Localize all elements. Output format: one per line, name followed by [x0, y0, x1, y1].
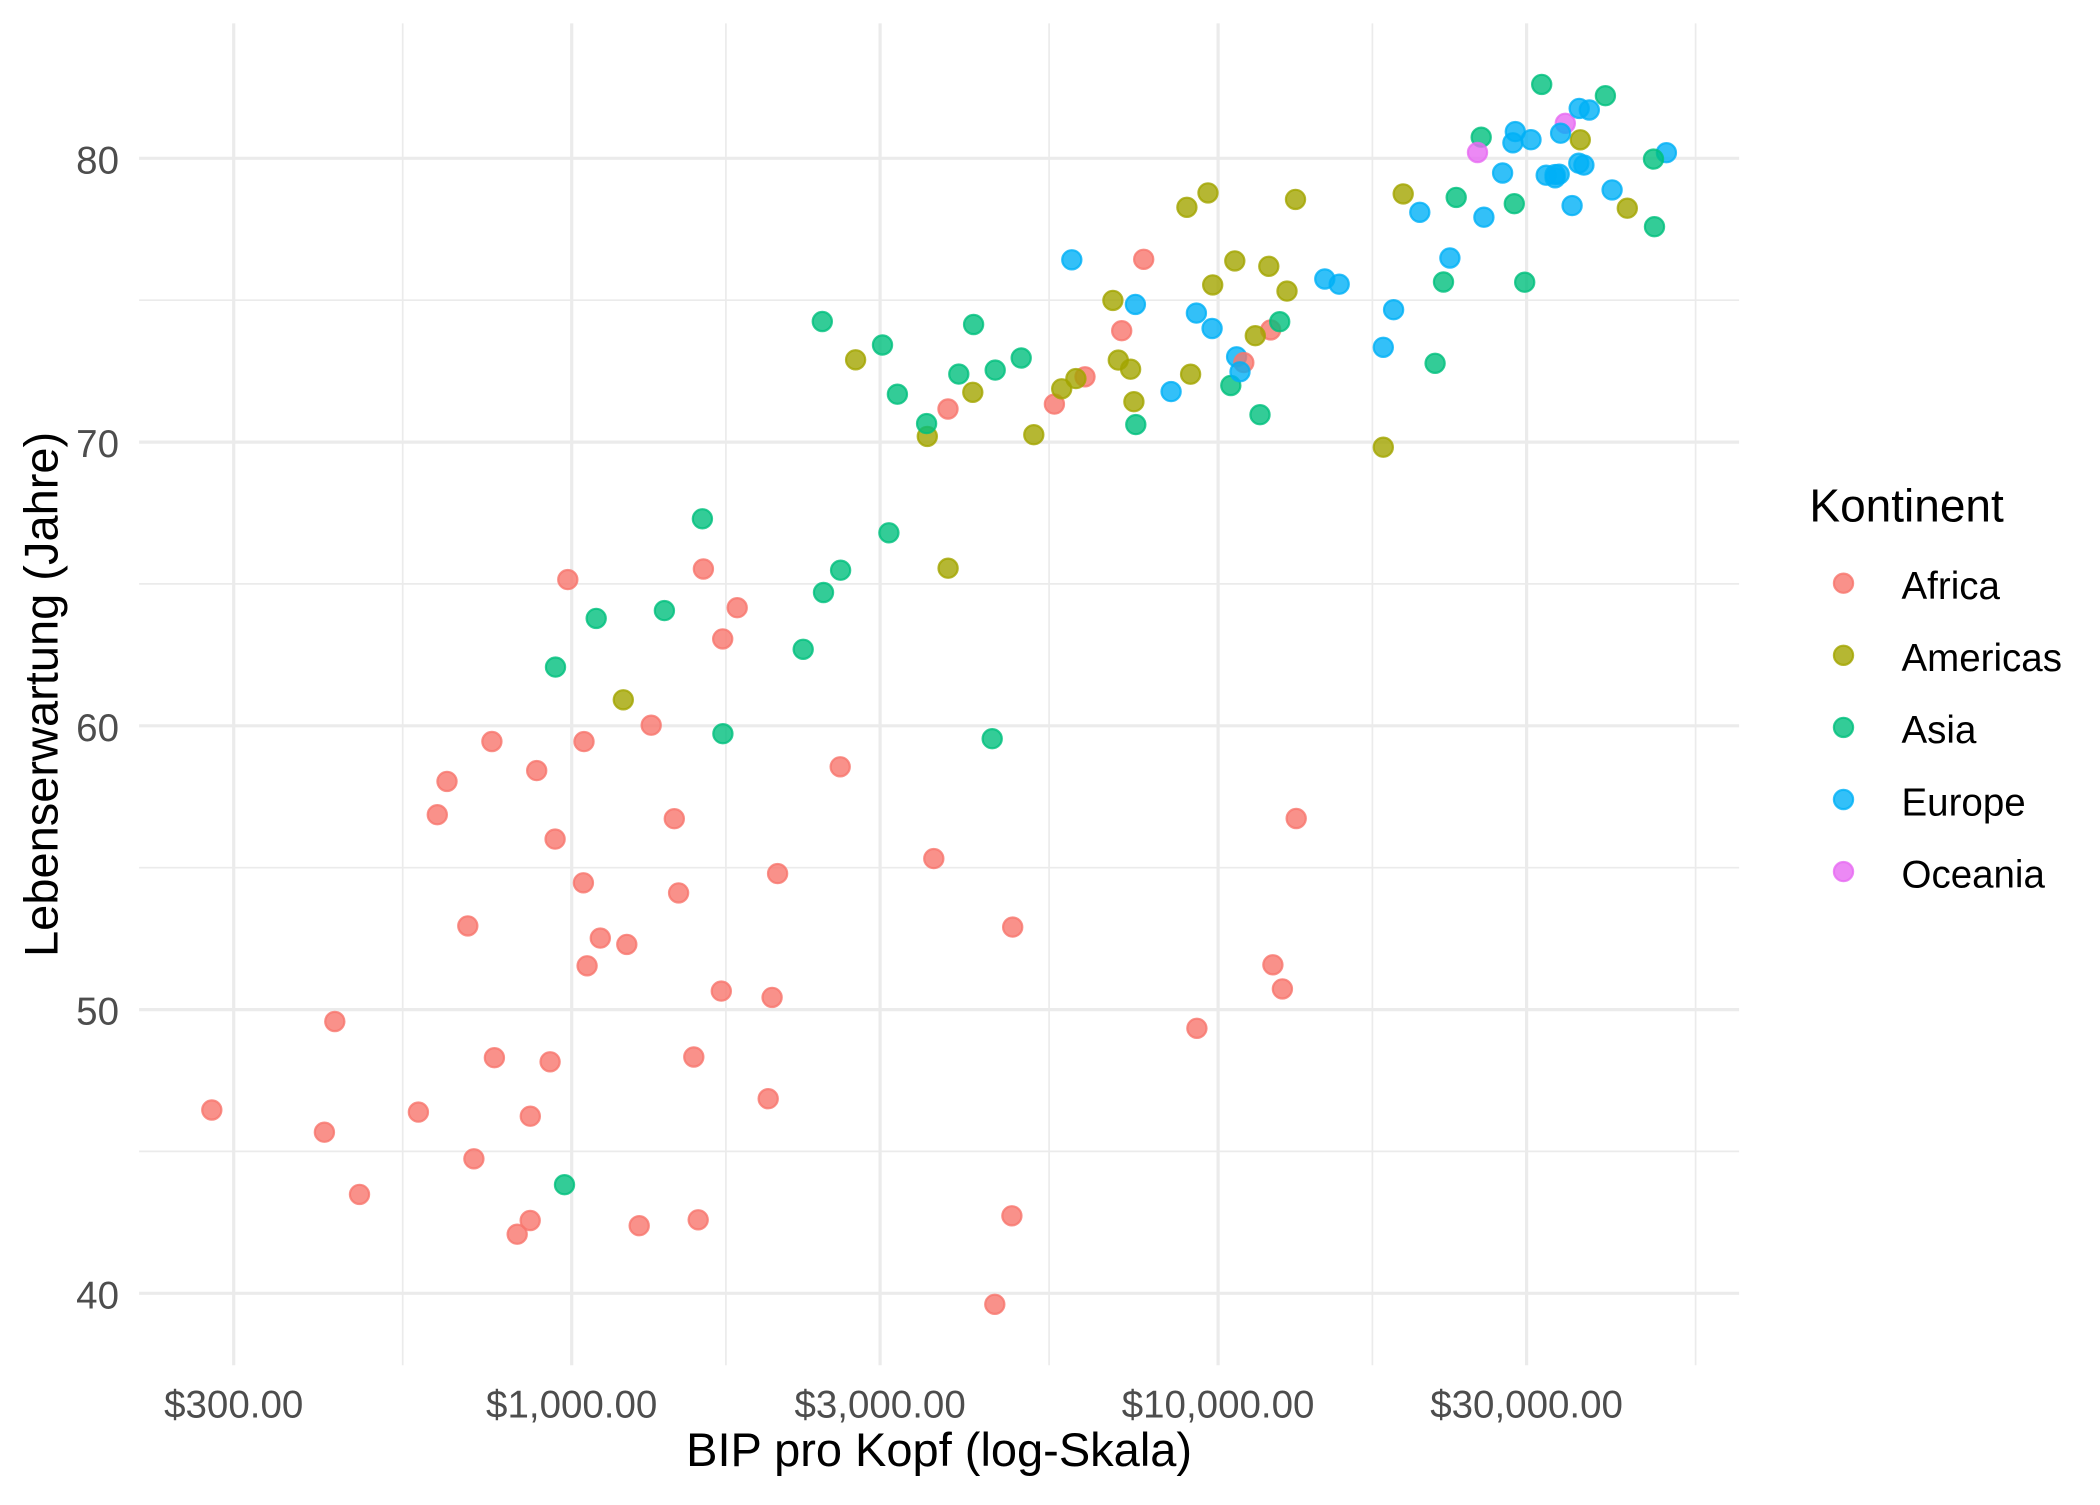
svg-text:Americas: Americas: [1902, 637, 2062, 680]
svg-text:Europe: Europe: [1902, 781, 2026, 824]
svg-text:$10,000.00: $10,000.00: [1122, 1384, 1315, 1427]
svg-text:Oceania: Oceania: [1902, 853, 2046, 896]
svg-text:Africa: Africa: [1902, 565, 2001, 608]
svg-text:60: 60: [76, 707, 119, 750]
svg-text:Kontinent: Kontinent: [1809, 479, 2004, 531]
svg-text:$1,000.00: $1,000.00: [486, 1384, 657, 1427]
svg-text:Lebenserwartung (Jahre): Lebenserwartung (Jahre): [15, 432, 68, 957]
svg-text:$300.00: $300.00: [164, 1384, 303, 1427]
svg-text:80: 80: [76, 139, 119, 182]
svg-text:70: 70: [76, 423, 119, 466]
svg-text:40: 40: [76, 1274, 119, 1317]
svg-text:50: 50: [76, 991, 119, 1034]
svg-text:$3,000.00: $3,000.00: [794, 1384, 965, 1427]
svg-text:$30,000.00: $30,000.00: [1430, 1384, 1623, 1427]
svg-text:Asia: Asia: [1902, 709, 1977, 752]
svg-text:BIP pro Kopf (log-Skala): BIP pro Kopf (log-Skala): [686, 1423, 1192, 1476]
